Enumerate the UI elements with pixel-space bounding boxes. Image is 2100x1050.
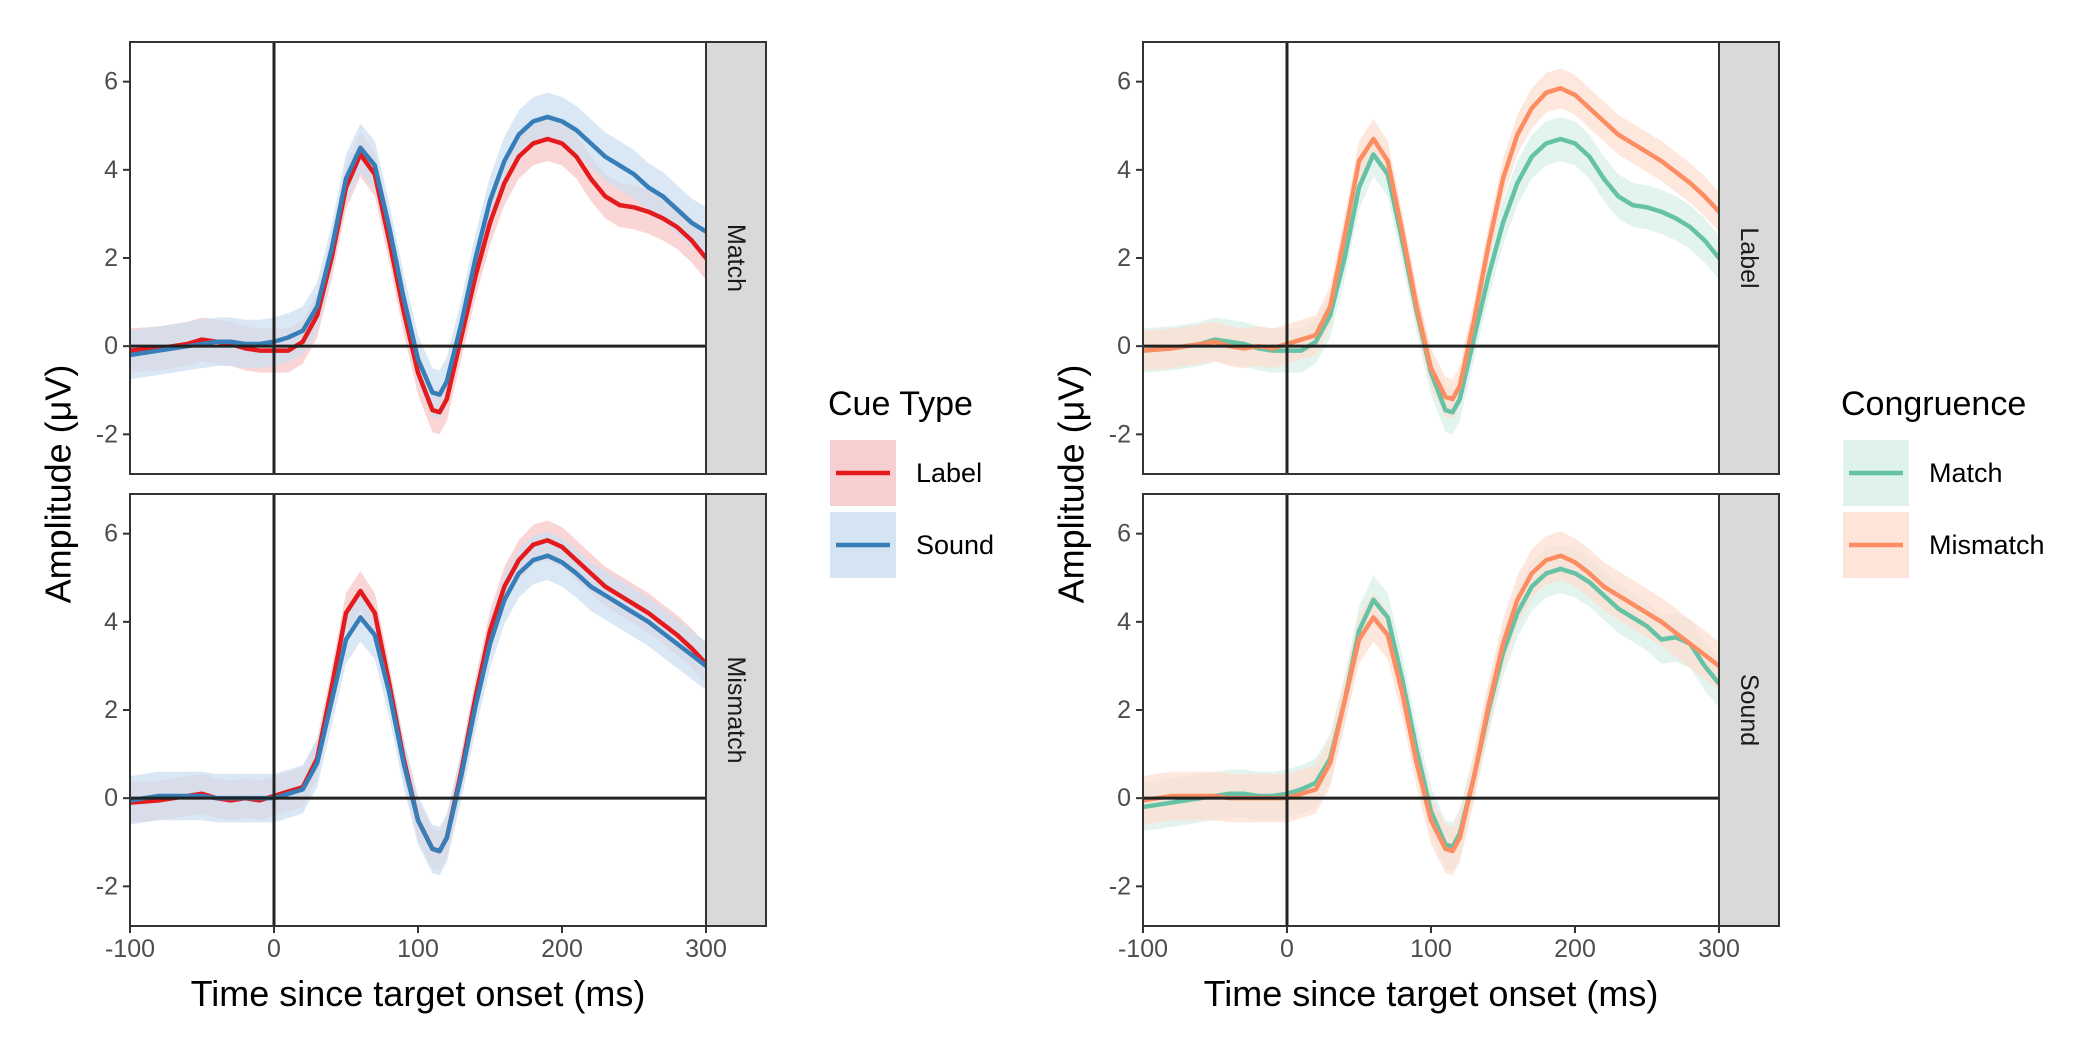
y-tick-label: 2	[1117, 244, 1131, 272]
y-tick-label: 6	[104, 520, 118, 548]
y-tick-label: 6	[1117, 520, 1131, 548]
legend: Cue Type Label Sound	[828, 385, 994, 578]
plot-background	[1143, 42, 1719, 474]
x-tick-label: 200	[1554, 935, 1596, 963]
y-axis-title: Amplitude (μV)	[1051, 365, 1092, 604]
facet-panel: Label -2 0 2 4 6	[1109, 41, 1780, 475]
y-tick-label: 6	[1117, 68, 1131, 96]
y-tick-label: 0	[1117, 784, 1131, 812]
y-tick-label: 6	[104, 68, 118, 96]
y-tick-label: 0	[104, 784, 118, 812]
plot-background	[1143, 494, 1719, 926]
facet-panel: Match -2 0 2 4 6	[96, 41, 767, 475]
legend: Congruence Match Mismatch	[1841, 385, 2045, 578]
strip-label: Label	[1735, 227, 1763, 288]
facet-panel: Sound -2 0 2 4 6 -100 0 100 200 300	[1109, 493, 1780, 963]
y-tick-label: 4	[104, 608, 118, 636]
x-tick-label: 300	[685, 935, 727, 963]
y-tick-label: 4	[104, 156, 118, 184]
y-tick-label: -2	[96, 872, 118, 900]
x-axis-title: Time since target onset (ms)	[1204, 973, 1659, 1014]
y-tick-label: 2	[104, 244, 118, 272]
facet-strip	[1718, 493, 1780, 927]
y-tick-label: 4	[1117, 608, 1131, 636]
y-tick-label: -2	[1109, 872, 1131, 900]
y-axis-title: Amplitude (μV)	[38, 365, 79, 604]
y-tick-label: 2	[1117, 696, 1131, 724]
facet-strip	[705, 41, 767, 475]
strip-label: Mismatch	[722, 657, 750, 764]
y-tick-label: 4	[1117, 156, 1131, 184]
chart-1: Match -2 0 2 4 6 Mismatch -2 0 2 4 6 -100 0 100 200 300 T…	[38, 41, 994, 1014]
legend-title: Congruence	[1841, 385, 2026, 423]
x-tick-label: 200	[541, 935, 583, 963]
x-tick-label: 100	[1410, 935, 1452, 963]
series-line-label	[130, 136, 706, 415]
legend-label: Match	[1929, 458, 2003, 488]
facet-strip	[705, 493, 767, 927]
strip-label: Match	[722, 224, 750, 292]
series-line-sound	[130, 114, 706, 397]
x-tick-label: -100	[105, 935, 155, 963]
x-tick-label: 0	[267, 935, 281, 963]
plot-background	[130, 494, 706, 926]
x-tick-label: 100	[397, 935, 439, 963]
y-tick-label: 0	[104, 332, 118, 360]
facet-panel: Mismatch -2 0 2 4 6 -100 0 100 200 300	[96, 493, 767, 963]
y-tick-label: 2	[104, 696, 118, 724]
strip-label: Sound	[1735, 674, 1763, 746]
x-axis-title: Time since target onset (ms)	[191, 973, 646, 1014]
facet-strip	[1718, 41, 1780, 475]
x-tick-label: -100	[1118, 935, 1168, 963]
legend-label: Mismatch	[1929, 530, 2045, 560]
y-tick-label: -2	[1109, 420, 1131, 448]
chart-2: Label -2 0 2 4 6 Sound -2 0 2 4 6 -100 0 100 200 300 Time…	[1051, 41, 2045, 1014]
plot-background	[130, 42, 706, 474]
legend-title: Cue Type	[828, 385, 973, 423]
x-tick-label: 0	[1280, 935, 1294, 963]
y-tick-label: 0	[1117, 332, 1131, 360]
y-tick-label: -2	[96, 420, 118, 448]
legend-label: Sound	[916, 530, 994, 560]
x-tick-label: 300	[1698, 935, 1740, 963]
legend-label: Label	[916, 458, 982, 488]
